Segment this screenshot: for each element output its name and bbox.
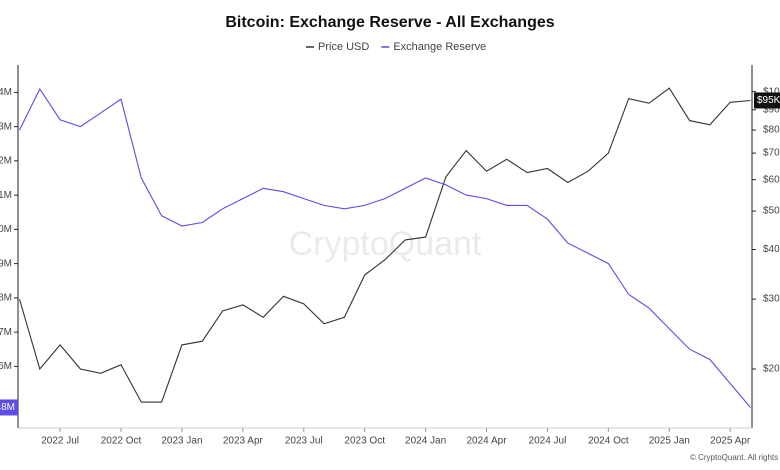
last-value-label: $95K xyxy=(757,95,780,106)
y-tick-label: 2.9M xyxy=(0,258,12,269)
legend-label: Price USD xyxy=(318,41,369,53)
series-line xyxy=(19,87,751,408)
x-tick-label: 2023 Oct xyxy=(344,436,385,447)
y2-tick-label: $80K xyxy=(763,125,780,136)
x-tick-label: 2024 Jan xyxy=(405,436,446,447)
y2-tick-label: $70K xyxy=(763,148,780,159)
series-line xyxy=(18,87,751,403)
footer: © CryptoQuant. All rights reserved. xyxy=(690,453,780,462)
x-tick-label: 2025 Apr xyxy=(710,436,751,447)
y-tick-label: 2.7M xyxy=(0,327,12,338)
y2-tick-label: $100K xyxy=(763,86,780,97)
x-tick-label: 2023 Jan xyxy=(161,436,202,447)
y-tick-label: 3.3M xyxy=(0,121,12,132)
x-tick-label: 2022 Oct xyxy=(101,436,142,447)
y2-tick-label: $40K xyxy=(763,244,780,255)
y2-tick-label: $60K xyxy=(763,174,780,185)
y-tick-label: 2.6M xyxy=(0,361,12,372)
x-tick-label: 2024 Jul xyxy=(529,436,567,447)
y-tick-label: 3.1M xyxy=(0,190,12,201)
y2-tick-label: $30K xyxy=(763,294,780,305)
y-tick-label: 2.8M xyxy=(0,293,12,304)
last-value-box xyxy=(754,92,780,109)
y2-tick-label: $90K xyxy=(763,104,780,115)
x-tick-label: 2025 Jan xyxy=(649,436,690,447)
x-tick-label: 2024 Apr xyxy=(467,436,508,447)
last-value-box xyxy=(0,399,18,416)
y-tick-label: 3.0M xyxy=(0,224,12,235)
chart-title: Bitcoin: Exchange Reserve - All Exchange… xyxy=(225,14,554,31)
legend-label: Exchange Reserve xyxy=(393,41,486,53)
x-tick-label: 2023 Jul xyxy=(285,436,323,447)
y2-tick-label: $20K xyxy=(763,364,780,375)
y-tick-label: 3.4M xyxy=(0,87,12,98)
x-tick-label: 2022 Jul xyxy=(41,436,79,447)
y-tick-label: 3.2M xyxy=(0,156,12,167)
y2-tick-label: $50K xyxy=(763,206,780,217)
x-tick-label: 2024 Oct xyxy=(588,436,629,447)
watermark: CryptoQuant xyxy=(289,225,482,263)
last-value-label: 2.48M xyxy=(0,402,15,413)
x-tick-label: 2023 Apr xyxy=(223,436,264,447)
